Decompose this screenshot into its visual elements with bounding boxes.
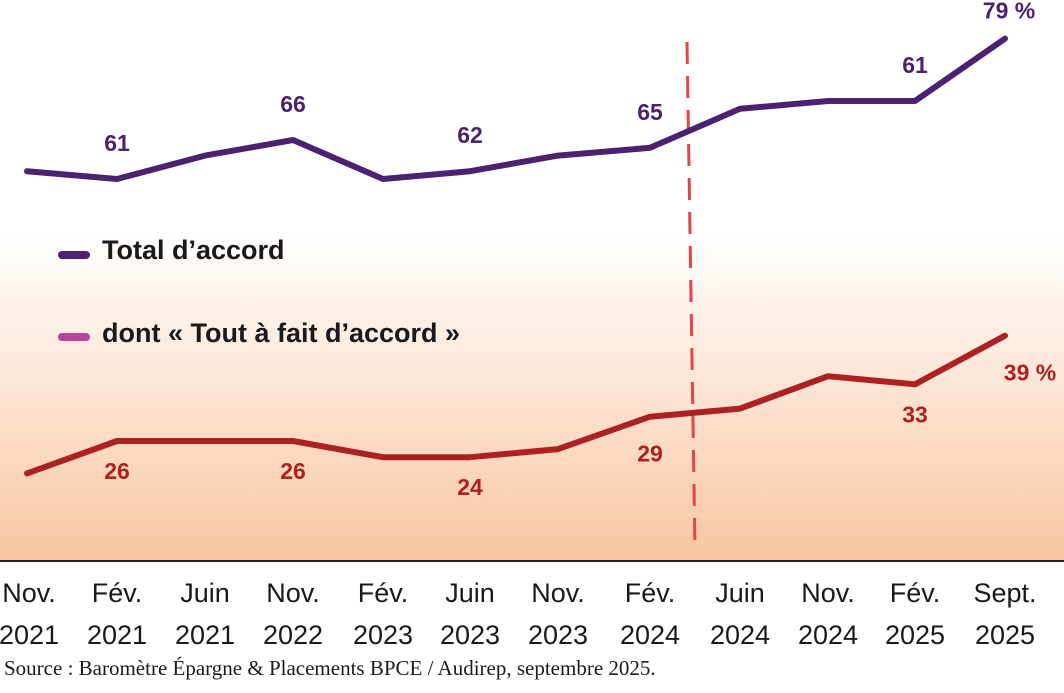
x-tick-label: 2024 <box>798 620 858 650</box>
legend-label-tout-a-fait: dont « Tout à fait d’accord » <box>102 318 460 348</box>
data-label: 33 <box>902 401 928 427</box>
series-line-0 <box>24 35 1008 182</box>
x-tick-label: 2022 <box>263 620 323 650</box>
x-tick-label: Juin <box>715 578 765 608</box>
x-tick-label: 2021 <box>175 620 235 650</box>
x-tick-label: 2025 <box>885 620 945 650</box>
data-label: 61 <box>902 52 928 78</box>
plot-background <box>0 235 1064 561</box>
x-tick-label: Nov. <box>2 578 56 608</box>
x-tick-label: 2023 <box>528 620 588 650</box>
x-tick-label: 2024 <box>710 620 770 650</box>
x-tick-label: 2023 <box>440 620 500 650</box>
x-tick-label: Fév. <box>92 578 143 608</box>
data-label: 39 % <box>1004 360 1056 386</box>
x-tick-label: 2021 <box>0 620 59 650</box>
x-tick-label: 2021 <box>87 620 147 650</box>
data-label: 26 <box>104 458 130 484</box>
data-label: 62 <box>457 122 483 148</box>
data-label: 65 <box>637 99 663 125</box>
x-tick-label: 2023 <box>353 620 413 650</box>
x-tick-label: Fév. <box>890 578 941 608</box>
x-tick-label: Sept. <box>973 578 1036 608</box>
x-tick-label: Juin <box>180 578 230 608</box>
source-note: Source : Baromètre Épargne & Placements … <box>4 656 656 680</box>
data-label: 29 <box>637 441 663 467</box>
x-tick-label: Nov. <box>266 578 320 608</box>
data-label: 79 % <box>983 0 1035 24</box>
x-tick-label: Nov. <box>531 578 585 608</box>
legend-label-total: Total d’accord <box>102 235 285 265</box>
series-line-1 <box>24 332 1008 477</box>
x-tick-label: Juin <box>445 578 495 608</box>
data-label: 26 <box>280 458 306 484</box>
x-tick-label: Fév. <box>358 578 409 608</box>
data-label: 61 <box>104 130 130 156</box>
data-label: 66 <box>280 91 306 117</box>
x-tick-label: Nov. <box>801 578 855 608</box>
separator-dashed-line <box>685 41 697 551</box>
data-label: 24 <box>457 474 483 500</box>
x-tick-label: 2025 <box>975 620 1035 650</box>
x-tick-label: 2024 <box>620 620 680 650</box>
legend: Total d’accord dont « Tout à fait d’acco… <box>58 235 460 348</box>
x-tick-label: Fév. <box>625 578 676 608</box>
